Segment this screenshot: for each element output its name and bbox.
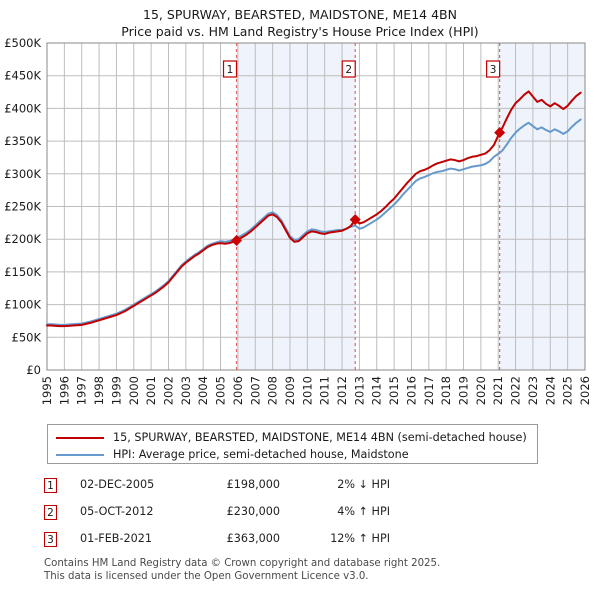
transaction-hpi-delta: 4% ↑ HPI <box>337 505 390 518</box>
x-axis-tick-label: 2000 <box>127 376 141 405</box>
event-badge-box <box>222 60 238 78</box>
title-line-1: 15, SPURWAY, BEARSTED, MAIDSTONE, ME14 4… <box>143 7 457 22</box>
y-axis-tick-label: £0 <box>26 363 41 377</box>
x-axis-tick-label: 2014 <box>370 376 384 405</box>
table-row[interactable]: 1 02-DEC-2005 £198,000 2% ↓ HPI <box>44 476 504 503</box>
x-axis-tick-label: 2021 <box>491 376 505 405</box>
x-axis-tick-label: 2019 <box>457 376 471 405</box>
y-axis-tick-label: £350K <box>4 134 41 148</box>
x-axis-tick-label: 1998 <box>92 376 106 405</box>
legend-label-hpi: HPI: Average price, semi-detached house,… <box>113 448 409 461</box>
x-axis-tick-label: 2007 <box>248 376 262 405</box>
transaction-hpi-delta: 2% ↓ HPI <box>337 478 390 491</box>
y-axis-tick-label: £500K <box>4 36 41 50</box>
y-axis-tick-label: £150K <box>4 265 41 279</box>
x-axis-tick-label: 2005 <box>214 376 228 405</box>
x-axis-tick-label: 2002 <box>161 376 175 405</box>
x-axis-tick-label: 2020 <box>474 376 488 405</box>
event-badge-box <box>486 60 501 78</box>
x-axis-tick-label: 2024 <box>543 376 557 405</box>
footer-line-1: Contains HM Land Registry data © Crown c… <box>44 558 441 569</box>
transaction-hpi-delta: 12% ↑ HPI <box>330 532 390 545</box>
event-badge-label: 2 <box>345 64 352 76</box>
x-axis-tick-label: 2008 <box>266 376 280 405</box>
footer-line-2: This data is licensed under the Open Gov… <box>44 570 369 582</box>
legend-label-property: 15, SPURWAY, BEARSTED, MAIDSTONE, ME14 4… <box>113 431 527 444</box>
transaction-price: £198,000 <box>226 478 280 491</box>
transaction-list: 1 02-DEC-2005 £198,000 2% ↓ HPI 2 05-OCT… <box>44 476 504 557</box>
x-axis-tick-label: 1997 <box>75 376 89 405</box>
transaction-point-marker <box>349 214 361 226</box>
x-axis-tick-label: 2010 <box>300 376 314 405</box>
x-axis-tick-label: 2006 <box>231 376 245 405</box>
event-badge-label: 1 <box>227 64 234 76</box>
legend-swatch-property <box>56 436 104 439</box>
x-axis-tick-label: 2009 <box>283 376 297 405</box>
transaction-point-marker <box>494 127 506 139</box>
x-axis-tick-label: 2023 <box>526 376 540 405</box>
price-history-chart: £0 £50K £100K £150K £200K £250K £300K £350K £400… <box>4 36 592 405</box>
y-axis-tick-label: £100K <box>4 298 41 312</box>
transaction-date: 05-OCT-2012 <box>80 505 154 518</box>
transaction-point-marker <box>231 235 243 247</box>
x-axis-tick-label: 2022 <box>509 376 523 405</box>
title-line-2: Price paid vs. HM Land Registry's House … <box>121 24 479 39</box>
y-axis-tick-label: £250K <box>4 200 41 214</box>
y-axis-tick-label: £50K <box>12 330 42 344</box>
chart-legend: 15, SPURWAY, BEARSTED, MAIDSTONE, ME14 4… <box>47 424 538 464</box>
x-axis-tick-label: 2018 <box>439 376 453 405</box>
transaction-index-badge: 3 <box>44 532 57 547</box>
transaction-index-badge: 1 <box>44 478 57 493</box>
transaction-date: 01-FEB-2021 <box>80 532 152 545</box>
x-axis-tick-label: 2016 <box>404 376 418 405</box>
copyright-footer: Contains HM Land Registry data © Crown c… <box>44 558 584 583</box>
table-row[interactable]: 2 05-OCT-2012 £230,000 4% ↑ HPI <box>44 503 504 530</box>
transaction-price: £230,000 <box>226 505 280 518</box>
x-axis-tick-label: 1995 <box>40 376 54 405</box>
x-axis-tick-label: 1999 <box>109 376 123 405</box>
x-axis-tick-label: 2013 <box>352 376 366 405</box>
event-badge-box <box>341 60 356 78</box>
page-title: 15, SPURWAY, BEARSTED, MAIDSTONE, ME14 4… <box>0 6 600 40</box>
event-badge-label: 3 <box>490 64 497 76</box>
series-line-property <box>46 90 582 328</box>
series-line-hpi <box>46 118 582 326</box>
y-axis-tick-label: £200K <box>4 232 41 246</box>
x-axis-tick-label: 2015 <box>387 376 401 405</box>
y-axis-tick-label: £400K <box>4 101 41 115</box>
transaction-date: 02-DEC-2005 <box>80 478 155 491</box>
legend-item-property: 15, SPURWAY, BEARSTED, MAIDSTONE, ME14 4… <box>48 429 537 446</box>
transaction-price: £363,000 <box>226 532 280 545</box>
legend-item-hpi: HPI: Average price, semi-detached house,… <box>48 446 537 463</box>
x-axis-tick-label: 2004 <box>196 376 210 405</box>
legend-swatch-hpi <box>56 453 104 456</box>
x-axis-tick-label: 2025 <box>561 376 575 405</box>
x-axis-tick-label: 2012 <box>335 376 349 405</box>
transaction-index-badge: 2 <box>44 505 57 520</box>
y-axis-tick-label: £300K <box>4 167 41 181</box>
plot-area-border <box>46 42 586 371</box>
x-axis-tick-label: 2003 <box>179 376 193 405</box>
y-axis-tick-label: £450K <box>4 69 41 83</box>
x-axis-tick-label: 1996 <box>57 376 71 405</box>
table-row[interactable]: 3 01-FEB-2021 £363,000 12% ↑ HPI <box>44 530 504 557</box>
x-axis-tick-label: 2001 <box>144 376 158 405</box>
x-axis-tick-label: 2017 <box>422 376 436 405</box>
x-axis-tick-label: 2026 <box>578 376 592 405</box>
x-axis-tick-label: 2011 <box>318 376 332 405</box>
